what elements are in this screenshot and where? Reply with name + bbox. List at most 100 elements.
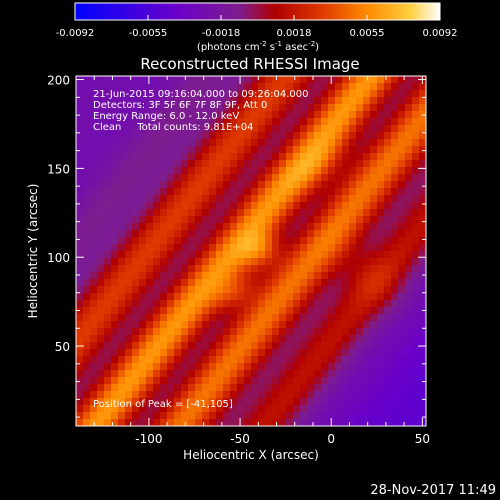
heatmap-cell (132, 125, 140, 133)
heatmap-cell (125, 209, 133, 217)
heatmap-cell (342, 83, 350, 91)
heatmap-cell (405, 349, 413, 357)
heatmap-cell (195, 146, 203, 154)
heatmap-cell (244, 167, 252, 175)
heatmap-cell (111, 405, 119, 413)
heatmap-cell (237, 216, 245, 224)
heatmap-cell (342, 104, 350, 112)
heatmap-cell (293, 419, 301, 426)
heatmap-cell (160, 258, 168, 266)
heatmap-cell (223, 195, 231, 203)
heatmap-cell (258, 195, 266, 203)
heatmap-cell (195, 391, 203, 399)
heatmap-cell (181, 230, 189, 238)
heatmap-cell (377, 377, 385, 385)
heatmap-cell (279, 146, 287, 154)
heatmap-cell (307, 111, 315, 119)
heatmap-cell (384, 314, 392, 322)
heatmap-cell (293, 307, 301, 315)
heatmap-cell (412, 160, 420, 168)
heatmap-cell (188, 335, 196, 343)
heatmap-cell (293, 202, 301, 210)
heatmap-cell (160, 202, 168, 210)
heatmap-cell (349, 153, 357, 161)
heatmap-cell (153, 209, 161, 217)
heatmap-cell (195, 272, 203, 280)
heatmap-cell (258, 279, 266, 287)
heatmap-cell (97, 419, 105, 426)
heatmap-cell (104, 265, 112, 273)
heatmap-cell (83, 363, 91, 371)
heatmap-cell (132, 314, 140, 322)
heatmap-cell (216, 181, 224, 189)
heatmap-cell (181, 307, 189, 315)
heatmap-cell (328, 419, 336, 426)
heatmap-cell (125, 419, 133, 426)
colorbar-unit-part: -1 (275, 40, 282, 48)
heatmap-cell (307, 160, 315, 168)
heatmap-cell (90, 237, 98, 245)
heatmap-cell (167, 223, 175, 231)
heatmap-cell (307, 412, 315, 420)
heatmap-cell (223, 286, 231, 294)
heatmap-cell (286, 167, 294, 175)
heatmap-cell (223, 356, 231, 364)
heatmap-cell (384, 97, 392, 105)
heatmap-cell (216, 391, 224, 399)
heatmap-cell (398, 286, 406, 294)
heatmap-cell (139, 174, 147, 182)
heatmap-cell (160, 300, 168, 308)
heatmap-cell (160, 279, 168, 287)
heatmap-cell (391, 356, 399, 364)
heatmap-cell (335, 300, 343, 308)
heatmap-cell (398, 412, 406, 420)
heatmap-cell (83, 265, 91, 273)
heatmap-cell (300, 384, 308, 392)
heatmap-cell (307, 97, 315, 105)
heatmap-cell (167, 314, 175, 322)
heatmap-cell (321, 398, 329, 406)
heatmap-cell (146, 153, 154, 161)
heatmap-cell (111, 167, 119, 175)
heatmap-cell (314, 356, 322, 364)
heatmap-cell (90, 111, 98, 119)
heatmap-cell (125, 181, 133, 189)
heatmap-cell (328, 181, 336, 189)
heatmap-cell (76, 398, 84, 406)
heatmap-cell (174, 216, 182, 224)
heatmap-cell (118, 405, 126, 413)
heatmap-cell (76, 90, 84, 98)
heatmap-cell (195, 300, 203, 308)
heatmap-cell (139, 398, 147, 406)
heatmap-cell (363, 153, 371, 161)
heatmap-cell (314, 195, 322, 203)
heatmap-cell (202, 398, 210, 406)
heatmap-cell (97, 111, 105, 119)
heatmap-cell (377, 76, 385, 84)
heatmap-cell (188, 97, 196, 105)
heatmap-cell (104, 405, 112, 413)
heatmap-cell (391, 265, 399, 273)
heatmap-cell (356, 104, 364, 112)
heatmap-cell (125, 104, 133, 112)
heatmap-cell (216, 237, 224, 245)
heatmap-cell (370, 293, 378, 301)
heatmap-cell (293, 104, 301, 112)
heatmap-cell (412, 111, 420, 119)
heatmap-cell (279, 384, 287, 392)
heatmap-cell (104, 167, 112, 175)
heatmap-cell (405, 202, 413, 210)
heatmap-cell (419, 230, 426, 238)
heatmap-cell (104, 314, 112, 322)
heatmap-cell (97, 132, 105, 140)
heatmap-cell (97, 83, 105, 91)
heatmap-cell (167, 356, 175, 364)
heatmap-cell (174, 370, 182, 378)
heatmap-cell (202, 216, 210, 224)
heatmap-cell (363, 230, 371, 238)
heatmap-cell (321, 153, 329, 161)
heatmap-cell (279, 230, 287, 238)
heatmap-cell (370, 356, 378, 364)
heatmap-cell (223, 272, 231, 280)
heatmap-cell (132, 342, 140, 350)
